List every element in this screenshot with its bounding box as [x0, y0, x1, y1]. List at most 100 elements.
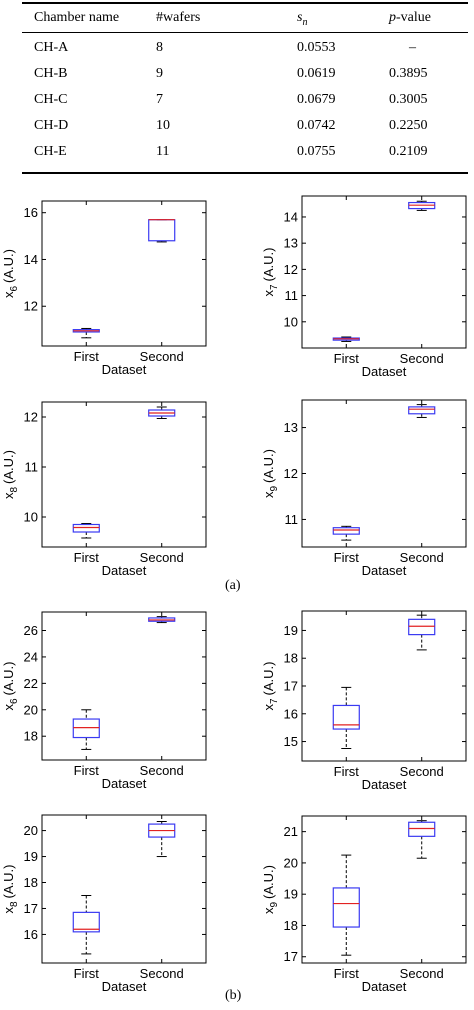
table-cell: 0.3005	[389, 92, 428, 107]
header-chamber-name: Chamber name	[34, 10, 120, 25]
y-axis-label: x7 (A.U.)	[261, 661, 280, 710]
y-tick-label: 11	[25, 460, 39, 475]
y-axis-label-var: x	[1, 704, 16, 711]
table-bottom-rule	[22, 172, 468, 174]
box	[148, 219, 176, 242]
y-tick-label: 13	[284, 420, 298, 435]
y-axis-label-unit: (A.U.)	[1, 249, 16, 283]
x-tick-label: First	[74, 763, 100, 778]
box	[408, 821, 436, 837]
table-cell: 0.0619	[297, 66, 336, 81]
header-p: p	[389, 10, 396, 25]
table-cell: 0.3895	[389, 66, 428, 81]
y-tick-label: 21	[284, 824, 298, 839]
x-axis-label: Dataset	[102, 563, 147, 578]
y-tick-label: 19	[24, 849, 38, 864]
x-axis-label: Dataset	[102, 979, 147, 994]
y-tick-label: 12	[284, 262, 298, 277]
box	[72, 911, 100, 933]
x-tick-label: First	[334, 550, 360, 565]
y-axis-label-sub: 9	[269, 486, 280, 492]
y-tick-label: 16	[24, 205, 38, 220]
y-tick-label: 17	[24, 901, 38, 916]
y-tick-label: 14	[284, 209, 298, 224]
y-tick-label: 12	[284, 466, 298, 481]
table-top-rule	[22, 2, 468, 4]
plot-frame	[301, 610, 467, 762]
table-cell: 11	[156, 144, 170, 159]
x-axis-label: Dataset	[362, 979, 407, 994]
x-tick-label: Second	[400, 550, 444, 565]
x-tick-label: Second	[400, 351, 444, 366]
plot-frame	[41, 200, 207, 347]
y-axis-label-sub: 8	[9, 901, 20, 907]
x-axis-label: Dataset	[362, 364, 407, 379]
x-tick-label: Second	[140, 966, 184, 981]
table-cell: 7	[156, 92, 163, 107]
y-tick-label: 12	[24, 299, 38, 314]
y-axis-label-var: x	[261, 491, 276, 498]
y-axis-label-var: x	[261, 907, 276, 914]
header-sn: sn	[297, 10, 307, 31]
y-tick-label: 18	[24, 875, 38, 890]
y-tick-label: 19	[284, 623, 298, 638]
x-axis-label: Dataset	[102, 362, 147, 377]
caption-a: (a)	[225, 578, 241, 593]
table-cell: CH-A	[34, 40, 69, 55]
table-cell: CH-D	[34, 118, 69, 133]
y-tick-label: 17	[284, 679, 298, 694]
table-cell: 0.0755	[297, 144, 336, 159]
plot-frame	[41, 611, 207, 761]
y-axis-label: x8 (A.U.)	[1, 864, 20, 913]
y-axis-label-unit: (A.U.)	[1, 450, 16, 484]
y-tick-label: 15	[284, 734, 298, 749]
box	[72, 718, 100, 739]
y-tick-label: 16	[284, 706, 298, 721]
box	[408, 618, 436, 636]
x-tick-label: First	[334, 764, 360, 779]
table-cell: 0.2109	[389, 144, 428, 159]
x-tick-label: First	[74, 550, 100, 565]
plot-frame	[301, 815, 467, 964]
header-value: -value	[396, 10, 431, 25]
y-tick-label: 10	[24, 510, 38, 525]
y-axis-label-unit: (A.U.)	[261, 661, 276, 695]
y-axis-label-sub: 6	[9, 286, 20, 292]
y-axis-label-var: x	[1, 907, 16, 914]
x-tick-label: First	[74, 349, 100, 364]
table-cell: CH-C	[34, 92, 68, 107]
y-tick-label: 14	[24, 252, 38, 267]
y-axis-label: x7 (A.U.)	[261, 247, 280, 296]
y-axis-label-var: x	[261, 290, 276, 297]
x-axis-label: Dataset	[362, 777, 407, 792]
header-sn-s: s	[297, 10, 303, 25]
y-tick-label: 16	[24, 927, 38, 942]
plot-frame	[301, 195, 467, 349]
table-cell: 0.0679	[297, 92, 336, 107]
y-axis-label-sub: 8	[9, 487, 20, 493]
y-tick-label: 20	[24, 702, 38, 717]
y-tick-label: 19	[284, 887, 298, 902]
y-tick-label: 17	[284, 949, 298, 964]
y-tick-label: 24	[24, 649, 38, 664]
header-wafers: #wafers	[156, 10, 201, 25]
box	[332, 527, 360, 535]
y-axis-label-sub: 7	[269, 284, 280, 290]
y-axis-label: x6 (A.U.)	[1, 661, 20, 710]
header-sn-n: n	[302, 16, 308, 28]
y-tick-label: 26	[24, 623, 38, 638]
y-axis-label-unit: (A.U.)	[1, 864, 16, 898]
y-axis-label-sub: 9	[269, 902, 280, 908]
y-axis-label-var: x	[1, 492, 16, 499]
table-cell: –	[409, 40, 416, 55]
header-p-value: p-value	[389, 10, 431, 26]
table-cell: 0.0553	[297, 40, 336, 55]
table-cell: 9	[156, 66, 163, 81]
